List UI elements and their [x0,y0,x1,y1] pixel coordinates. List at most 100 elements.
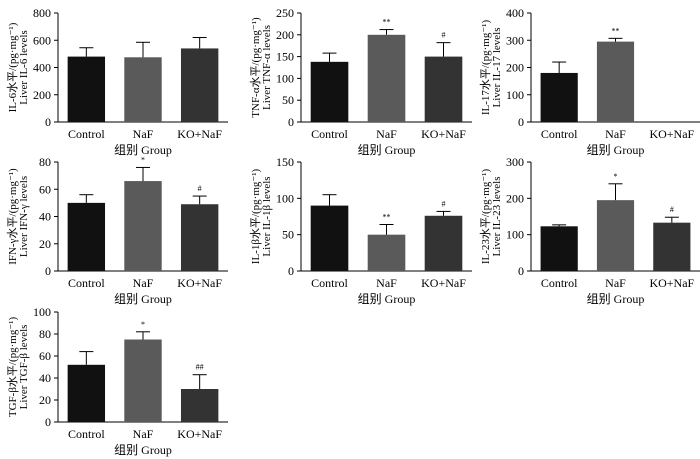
y-tick-label: 50 [282,228,294,242]
y-axis-title-en: Liver IL-1β levels [261,176,273,256]
chart-panel-7: 0 20 40 60 80 100 Control * NaF ## KO+NaF 组别 Group T… [6,305,228,457]
x-tick-label: NaF [605,276,626,290]
y-tick-label: 300 [506,33,524,47]
chart-panel-2: 0 50 100 150 200 250 Control ** NaF # KO+NaF 组别 Gro… [249,6,472,157]
chart-panel-4: 0 20 40 60 80 Control * NaF # KO+NaF 组别 Group IFN-γ… [6,155,228,306]
y-tick-label: 200 [506,191,524,205]
y-tick-label: 0 [45,264,51,278]
y-axis-title-cn: TGF-β水平/(pg·mg⁻¹) [6,317,19,418]
y-axis-title-cn: IL-6水平/(pg·mg⁻¹) [6,22,19,112]
y-tick-label: 40 [39,371,51,385]
x-tick-label: Control [541,127,578,141]
y-axis-title-en: Liver TGF-β levels [18,325,30,410]
y-tick-label: 0 [518,264,524,278]
y-tick-label: 20 [39,237,51,251]
y-tick-label: 60 [39,349,51,363]
chart-panel-6: 0 100 200 300 Control * NaF # KO+NaF 组别 Group IL-2… [479,155,700,306]
y-axis-title-en: Liver IL-6 levels [18,30,30,105]
y-tick-label: 400 [506,6,524,20]
x-tick-label: KO+NaF [177,427,222,441]
y-tick-label: 250 [276,6,294,20]
significance-mark: * [141,320,145,329]
y-axis-title-cn: TNF-α水平/(pg·mg⁻¹) [249,17,262,118]
x-tick-label: KO+NaF [649,276,694,290]
y-tick-label: 80 [39,327,51,341]
significance-mark: * [614,172,618,181]
y-tick-label: 300 [506,155,524,169]
y-tick-label: 100 [506,88,524,102]
significance-mark: ** [612,26,620,35]
x-tick-label: Control [68,427,105,441]
bar-control [67,202,106,271]
y-tick-label: 60 [39,182,51,196]
y-tick-label: 0 [45,115,51,129]
x-tick-label: Control [311,276,348,290]
y-tick-label: 800 [33,6,51,20]
x-axis-title: 组别 Group [114,292,172,306]
significance-mark: ** [383,18,391,27]
x-tick-label: KO+NaF [177,276,222,290]
y-tick-label: 0 [288,115,294,129]
significance-mark: # [442,31,446,40]
significance-mark: ** [383,212,391,221]
y-tick-label: 100 [33,305,51,319]
y-tick-label: 200 [33,88,51,102]
bar-naf [124,339,162,422]
x-tick-label: KO+NaF [649,127,694,141]
y-tick-label: 150 [276,155,294,169]
x-tick-label: KO+NaF [421,127,466,141]
x-tick-label: NaF [605,127,626,141]
x-tick-label: KO+NaF [177,127,222,141]
x-tick-label: Control [68,276,105,290]
x-axis-title: 组别 Group [587,143,645,157]
x-tick-label: Control [541,276,578,290]
x-axis-title: 组别 Group [114,143,172,157]
y-axis-title-cn: IL-17水平/(pg·mg⁻¹) [479,20,492,116]
bar-naf [367,34,406,122]
bar-ko-naf [180,204,219,271]
y-tick-label: 0 [288,264,294,278]
x-tick-label: Control [68,127,105,141]
bar-ko-naf [180,48,219,122]
y-tick-label: 50 [282,93,294,107]
x-tick-label: KO+NaF [421,276,466,290]
y-axis-title-cn: IFN-γ水平/(pg·mg⁻¹) [6,168,19,265]
significance-mark: # [442,199,446,208]
y-tick-label: 100 [276,191,294,205]
bar-ko-naf [424,215,463,271]
y-axis-title-en: Liver IL-17 levels [491,27,503,107]
y-tick-label: 600 [33,33,51,47]
bar-ko-naf [653,222,691,271]
y-axis-title-en: Liver TNF-α levels [261,25,273,110]
bar-naf [596,200,635,271]
bar-naf [124,181,162,271]
y-tick-label: 0 [45,415,51,429]
significance-mark: # [198,184,202,193]
y-tick-label: 150 [276,50,294,64]
x-tick-label: NaF [376,127,397,141]
x-axis-title: 组别 Group [587,292,645,306]
x-axis-title: 组别 Group [358,143,416,157]
x-tick-label: Control [311,127,348,141]
x-tick-label: NaF [376,276,397,290]
y-tick-label: 100 [276,71,294,85]
bar-ko-naf [424,56,463,122]
y-tick-label: 200 [506,61,524,75]
bar-naf [124,57,162,122]
y-axis-title-cn: IL-1β水平/(pg·mg⁻¹) [249,168,262,264]
y-tick-label: 400 [33,61,51,75]
chart-panel-1: 0 200 400 600 800 Control NaF KO+NaF 组别 Group IL-… [6,6,228,157]
bar-control [540,226,578,271]
x-axis-title: 组别 Group [114,443,172,457]
bar-ko-naf [180,389,219,422]
y-tick-label: 80 [39,155,51,169]
y-axis-title-cn: IL-23水平/(pg·mg⁻¹) [479,169,492,265]
chart-panel-3: 0 100 200 300 400 Control ** NaF KO+NaF 组别 Group I… [479,6,700,157]
significance-mark: ## [196,363,204,372]
bar-naf [367,234,406,271]
bar-control [310,205,349,271]
bar-control [67,56,106,122]
y-axis-title-en: Liver IL-23 levels [491,176,503,256]
bar-naf [596,41,635,122]
